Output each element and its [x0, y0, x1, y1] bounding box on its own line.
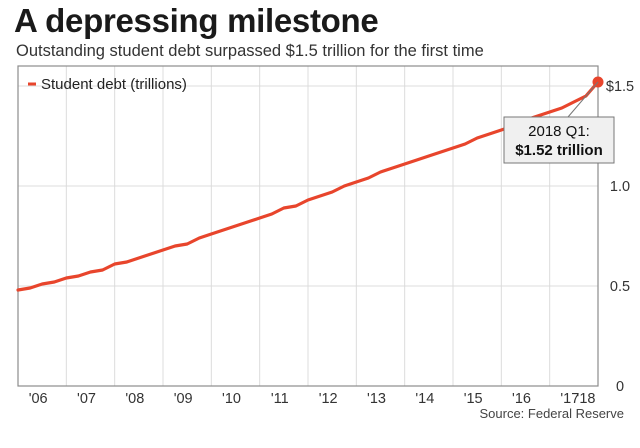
y-tick-label: 0	[616, 379, 624, 395]
x-tick-label: '16	[512, 391, 531, 407]
legend: Student debt (trillions)	[28, 76, 187, 93]
annotation-box	[503, 116, 615, 164]
series-line-student-debt	[16, 80, 600, 292]
y-tick-label: $1.5	[606, 79, 634, 95]
y-axis-ticks: 0 0.5 1.0 $1.5	[606, 79, 634, 395]
legend-label: Student debt (trillions)	[41, 76, 187, 93]
x-tick-label: '13	[367, 391, 386, 407]
y-tick-label: 1.0	[610, 179, 630, 195]
x-tick-label: '17	[560, 391, 579, 407]
x-axis-ticks: '06 '07 '08 '09 '10 '11 '12 '13 '14 '15 '16 '17'18	[29, 391, 596, 407]
x-tick-label: '14	[415, 391, 434, 407]
plot-border	[17, 65, 599, 387]
plot-frame	[17, 65, 599, 387]
source-note: Source: Federal Reserve	[479, 406, 624, 421]
x-tick-label: '06	[29, 391, 48, 407]
x-tick-label: '12	[319, 391, 338, 407]
grid	[18, 66, 598, 386]
annotation-leader	[567, 81, 599, 118]
x-tick-label: '07	[77, 391, 96, 407]
chart-title: A depressing milestone	[14, 2, 379, 39]
x-tick-label: '10	[222, 391, 241, 407]
annotation-line2: $1.52 trillion	[515, 142, 603, 159]
annotation: 2018 Q1: $1.52 trillion	[503, 81, 615, 164]
annotation-line1: 2018 Q1:	[528, 123, 590, 140]
y-tick-label: 0.5	[610, 279, 630, 295]
series-group	[16, 76, 604, 292]
x-tick-label: '08	[125, 391, 144, 407]
x-tick-label: '09	[174, 391, 193, 407]
x-tick-label: '18	[577, 391, 596, 407]
chart-subtitle: Outstanding student debt surpassed $1.5 …	[16, 42, 484, 60]
x-tick-label: '11	[271, 391, 289, 407]
x-tick-label: '15	[464, 391, 483, 407]
